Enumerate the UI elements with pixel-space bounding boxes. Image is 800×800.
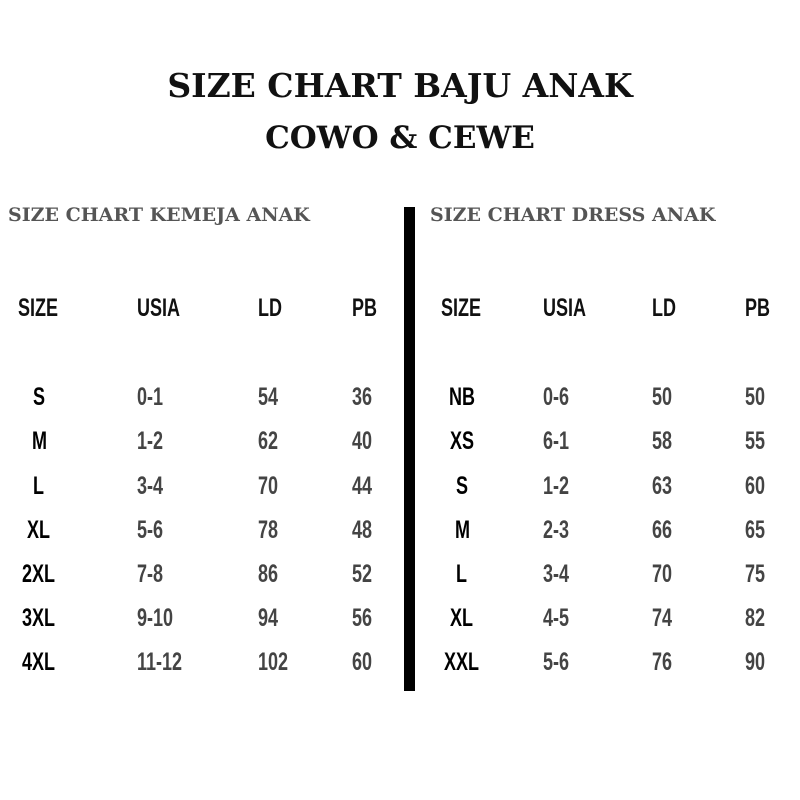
column-header-usia: USIA (137, 294, 181, 322)
cell-ld: 78 (258, 516, 279, 544)
cell-size: 4XL (22, 648, 56, 676)
cell-usia: 7-8 (137, 560, 164, 588)
cell-ld: 76 (652, 648, 673, 676)
cell-ld: 102 (258, 648, 289, 676)
cell-usia: 6-1 (543, 427, 570, 455)
cell-pb: 36 (352, 383, 373, 411)
cell-ld: 70 (652, 560, 673, 588)
cell-pb: 52 (352, 560, 373, 588)
cell-pb: 40 (352, 427, 373, 455)
cell-size: XL (27, 516, 51, 544)
cell-size: M (31, 427, 47, 455)
cell-size: L (33, 472, 45, 500)
cell-size: L (456, 560, 468, 588)
cell-usia: 0-1 (137, 383, 164, 411)
cell-pb: 90 (745, 648, 766, 676)
page-subtitle: COWO & CEWE (265, 120, 535, 156)
cell-pb: 60 (352, 648, 373, 676)
cell-pb: 82 (745, 604, 766, 632)
cell-ld: 62 (258, 427, 279, 455)
column-header-size: SIZE (18, 294, 59, 322)
cell-usia: 4-5 (543, 604, 570, 632)
cell-usia: 5-6 (543, 648, 570, 676)
cell-size: 3XL (22, 604, 56, 632)
cell-size: NB (449, 383, 475, 411)
cell-pb: 48 (352, 516, 373, 544)
cell-pb: 56 (352, 604, 373, 632)
page-title: SIZE CHART BAJU ANAK (167, 66, 633, 105)
cell-ld: 50 (652, 383, 673, 411)
cell-usia: 2-3 (543, 516, 570, 544)
cell-pb: 60 (745, 472, 766, 500)
cell-pb: 44 (352, 472, 373, 500)
cell-ld: 86 (258, 560, 279, 588)
column-header-ld: LD (258, 294, 282, 322)
cell-ld: 94 (258, 604, 279, 632)
cell-usia: 11-12 (137, 648, 183, 676)
kemeja-table-title: SIZE CHART KEMEJA ANAK (8, 204, 310, 226)
cell-ld: 54 (258, 383, 279, 411)
cell-usia: 1-2 (543, 472, 570, 500)
divider (404, 207, 415, 691)
column-header-pb: PB (745, 294, 771, 322)
column-header-usia: USIA (543, 294, 587, 322)
cell-usia: 5-6 (137, 516, 164, 544)
cell-size: M (454, 516, 470, 544)
dress-table-title: SIZE CHART DRESS ANAK (430, 204, 716, 226)
cell-ld: 66 (652, 516, 673, 544)
cell-ld: 63 (652, 472, 673, 500)
cell-size: XL (450, 604, 474, 632)
cell-size: XS (449, 427, 475, 455)
cell-pb: 75 (745, 560, 766, 588)
cell-usia: 1-2 (137, 427, 164, 455)
cell-usia: 3-4 (543, 560, 570, 588)
cell-ld: 58 (652, 427, 673, 455)
cell-size: 2XL (22, 560, 56, 588)
cell-usia: 0-6 (543, 383, 570, 411)
cell-pb: 55 (745, 427, 766, 455)
cell-size: S (32, 383, 45, 411)
column-header-size: SIZE (441, 294, 482, 322)
column-header-pb: PB (352, 294, 378, 322)
cell-size: S (455, 472, 468, 500)
cell-ld: 70 (258, 472, 279, 500)
cell-usia: 3-4 (137, 472, 164, 500)
cell-usia: 9-10 (137, 604, 174, 632)
cell-pb: 50 (745, 383, 766, 411)
column-header-ld: LD (652, 294, 676, 322)
cell-pb: 65 (745, 516, 766, 544)
cell-ld: 74 (652, 604, 673, 632)
cell-size: XXL (444, 648, 480, 676)
